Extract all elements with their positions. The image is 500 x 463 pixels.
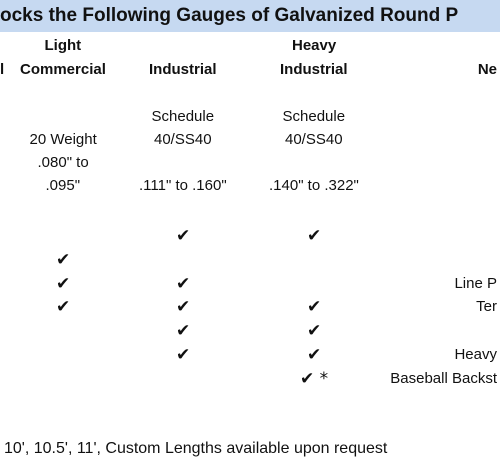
check-mark: ✔ (176, 273, 191, 294)
check-mark: ✔ (176, 297, 191, 318)
check-mark: ✔ (56, 297, 71, 318)
check-mark: ✔ (307, 345, 322, 365)
check-mark: ✔ (56, 273, 71, 294)
spec-cell: .095" (45, 177, 81, 194)
header-cell: l (0, 61, 5, 78)
check-cell: Ter (476, 298, 497, 316)
header-cell: Heavy (292, 37, 337, 54)
footnote: 10', 10.5', 11', Custom Lengths availabl… (4, 440, 388, 457)
check-mark: ✔ * (300, 368, 329, 389)
check-mark: ✔ (176, 226, 191, 246)
spec-cell: 40/SS40 (154, 131, 212, 148)
check-cell: Baseball Backst (390, 369, 497, 387)
check-mark: ✔ (56, 249, 71, 270)
spec-cell: .080" to (37, 154, 89, 171)
spec-cell: Schedule (282, 108, 346, 125)
check-mark: ✔ (307, 321, 322, 342)
check-mark: ✔ (307, 226, 322, 246)
check-mark: ✔ (307, 297, 322, 318)
check-cell: Line P (454, 274, 497, 292)
header-cell: Ne (477, 61, 497, 78)
title: ocks the Following Gauges of Galvanized … (0, 5, 459, 26)
check-cell: Heavy (454, 346, 497, 363)
spec-cell: .111" to .160" (139, 177, 227, 194)
check-mark: ✔ (176, 345, 191, 365)
spec-cell: 40/SS40 (285, 131, 343, 148)
header-cell: Industrial (149, 61, 217, 78)
title-bar: ocks the Following Gauges of Galvanized … (0, 0, 500, 32)
check-mark: ✔ (176, 321, 191, 342)
header-cell: Light (44, 37, 82, 54)
spec-cell: .140" to .322" (269, 177, 359, 194)
header-cell: Industrial (280, 61, 348, 78)
header-cell: Commercial (20, 61, 106, 78)
spec-cell: Schedule (151, 108, 215, 125)
spec-cell: 20 Weight (29, 131, 97, 148)
